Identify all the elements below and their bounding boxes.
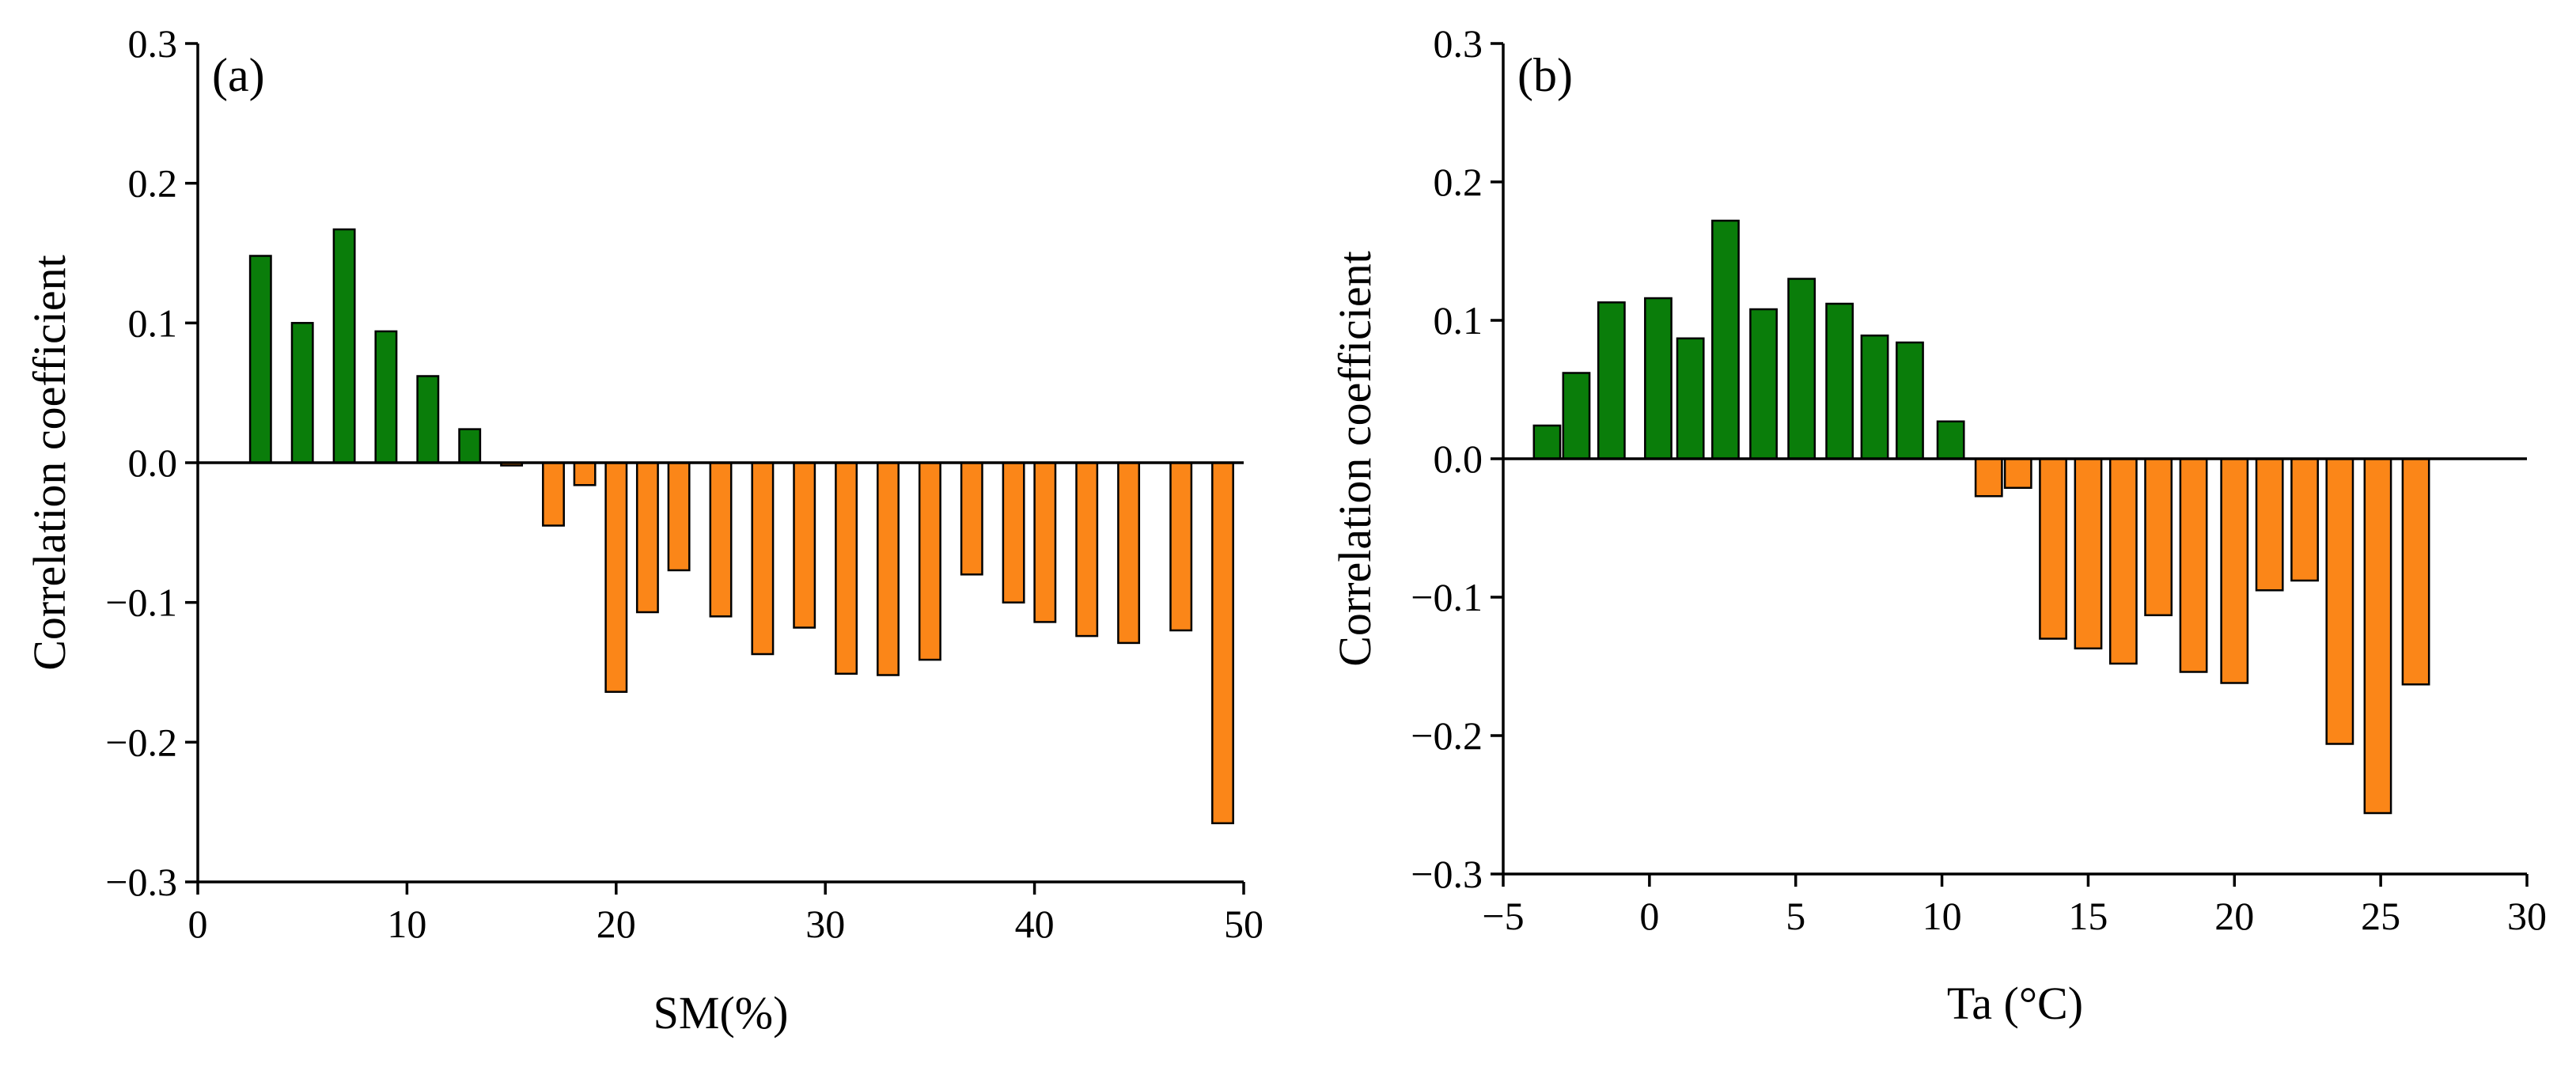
bar-b-9 [1825, 302, 1854, 460]
y-tick-label-b: −0.3 [1411, 852, 1483, 896]
chart-panel-a: −0.3 −0.2 −0.1 0.0 0.1 0.2 0.3 0 10 20 30 40 50 (a)… [24, 21, 1263, 1039]
bar-b-13 [1974, 457, 2003, 498]
bar-a-18 [918, 461, 941, 661]
bar-a-11 [635, 461, 659, 614]
bar-a-13 [709, 461, 733, 618]
bar-b-19 [2179, 457, 2208, 673]
panel-label-b: (b) [1517, 49, 1573, 101]
bar-a-17 [877, 461, 900, 676]
y-ticks-a: −0.3 −0.2 −0.1 0.0 0.1 0.2 0.3 [105, 21, 198, 904]
x-tick-label-a: 20 [597, 902, 636, 946]
bar-series-b [1532, 219, 2430, 815]
y-tick-label-b: 0.1 [1434, 298, 1483, 342]
bar-b-14 [2003, 457, 2032, 490]
y-tick-label-b: −0.2 [1411, 713, 1483, 758]
x-tick-label-b: 0 [1639, 894, 1659, 938]
y-tick-label-b: 0.2 [1434, 160, 1483, 204]
bar-b-24 [2363, 457, 2392, 815]
y-ticks-b: −0.3 −0.2 −0.1 0.0 0.1 0.2 0.3 [1411, 21, 1503, 896]
y-tick-label-a: −0.1 [105, 581, 177, 625]
y-tick-label-b: −0.1 [1411, 575, 1483, 619]
x-tick-label-a: 10 [387, 902, 426, 946]
bar-a-1 [248, 255, 272, 464]
x-tick-label-b: 5 [1786, 894, 1805, 938]
bar-series-a [248, 228, 1234, 825]
bar-b-11 [1896, 341, 1924, 460]
y-tick-label-a: −0.2 [105, 720, 177, 764]
bar-a-19 [960, 461, 983, 576]
bar-a-14 [751, 461, 775, 656]
bar-b-15 [2039, 457, 2067, 640]
x-tick-label-a: 30 [805, 902, 845, 946]
y-axis-title-a: Correlation coefficient [24, 255, 75, 671]
x-tick-label-a: 40 [1015, 902, 1055, 946]
bar-b-18 [2144, 457, 2173, 617]
bar-b-16 [2074, 457, 2103, 650]
bar-a-6 [458, 428, 482, 464]
bar-b-7 [1749, 308, 1778, 460]
bar-b-4 [1644, 297, 1673, 460]
bar-a-16 [835, 461, 858, 675]
bar-a-22 [1075, 461, 1099, 638]
bar-b-12 [1936, 420, 1965, 460]
y-tick-label-a: 0.3 [128, 21, 178, 66]
x-tick-label-a: 50 [1224, 902, 1263, 946]
bar-b-20 [2220, 457, 2249, 684]
x-tick-label-b: 25 [2361, 894, 2400, 938]
y-tick-label-a: 0.1 [128, 301, 178, 345]
bar-b-8 [1787, 278, 1816, 460]
x-tick-label-b: 15 [2068, 894, 2108, 938]
bar-b-3 [1597, 301, 1626, 460]
y-tick-label-a: 0.0 [128, 441, 178, 485]
bar-b-6 [1711, 219, 1740, 460]
bar-a-4 [374, 330, 398, 464]
bar-a-9 [573, 461, 597, 486]
chart-panel-b: −0.3−0.2−0.10.00.10.20.3 −5 0 5 10 15 20 25 30 … [1329, 21, 2547, 1029]
bar-a-10 [604, 461, 628, 693]
x-tick-label-b: −5 [1482, 894, 1524, 938]
bar-a-12 [667, 461, 691, 572]
bar-b-22 [2290, 457, 2319, 582]
bar-b-21 [2255, 457, 2284, 592]
x-tick-label-a: 0 [188, 902, 208, 946]
bar-a-8 [542, 461, 565, 527]
y-axis-title-b: Correlation coefficient [1329, 251, 1381, 667]
y-tick-label-a: 0.2 [128, 161, 178, 206]
bar-a-24 [1169, 461, 1193, 632]
bar-b-2 [1562, 372, 1591, 460]
bar-a-25 [1211, 461, 1234, 825]
bar-a-5 [416, 375, 440, 464]
y-tick-label-b: 0.0 [1434, 437, 1483, 481]
y-tick-label-a: −0.3 [105, 860, 177, 904]
bar-a-2 [290, 322, 314, 464]
panel-label-a: (a) [212, 49, 265, 101]
bar-a-15 [793, 461, 816, 629]
bar-b-10 [1860, 334, 1889, 460]
x-ticks-b: −5 0 5 10 15 20 25 30 [1482, 874, 2547, 938]
x-tick-label-b: 30 [2507, 894, 2547, 938]
bar-a-23 [1117, 461, 1141, 645]
bar-b-1 [1532, 424, 1562, 460]
bar-b-17 [2108, 457, 2138, 665]
x-ticks-a: 0 10 20 30 40 50 [188, 882, 1263, 946]
bar-a-21 [1033, 461, 1057, 623]
x-axis-title-a: SM(%) [653, 987, 789, 1039]
bar-b-25 [2401, 457, 2430, 686]
bar-b-23 [2325, 457, 2354, 745]
x-tick-label-b: 20 [2214, 894, 2254, 938]
x-axis-title-b: Ta (°C) [1947, 978, 2083, 1029]
bar-a-3 [332, 228, 356, 464]
x-tick-label-b: 10 [1923, 894, 1962, 938]
bar-b-5 [1676, 337, 1705, 460]
bar-a-20 [1002, 461, 1025, 603]
y-tick-label-b: 0.3 [1434, 21, 1483, 66]
